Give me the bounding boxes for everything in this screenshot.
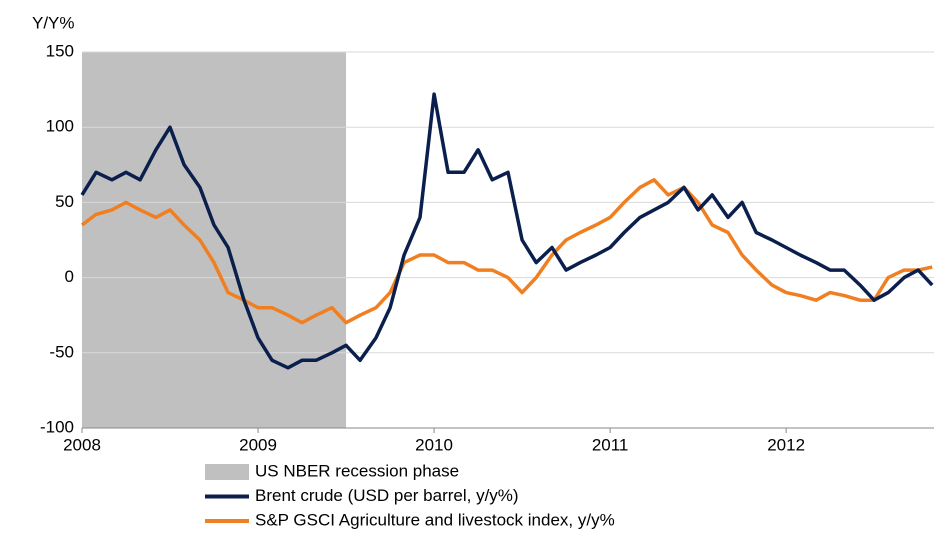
y-tick-label: 100 [46, 117, 74, 136]
x-tick-label: 2008 [63, 435, 101, 454]
y-tick-label: 0 [65, 267, 74, 286]
x-tick-label: 2011 [592, 435, 629, 454]
x-tick-label: 2010 [415, 435, 453, 454]
legend-label: S&P GSCI Agriculture and livestock index… [255, 510, 615, 529]
y-tick-label: 150 [46, 41, 74, 60]
legend-swatch [205, 464, 249, 480]
series-line [80, 92, 934, 370]
legend-label: Brent crude (USD per barrel, y/y%) [255, 486, 519, 505]
recession-band [82, 52, 347, 428]
x-tick-label: 2012 [767, 435, 805, 454]
y-tick-label: -50 [49, 342, 74, 361]
y-axis-label: Y/Y% [32, 13, 75, 32]
series-line [80, 178, 933, 325]
y-tick-label: -100 [40, 417, 74, 436]
x-tick-label: 2009 [239, 435, 277, 454]
legend-label: US NBER recession phase [255, 461, 459, 480]
y-tick-label: 50 [55, 192, 74, 211]
